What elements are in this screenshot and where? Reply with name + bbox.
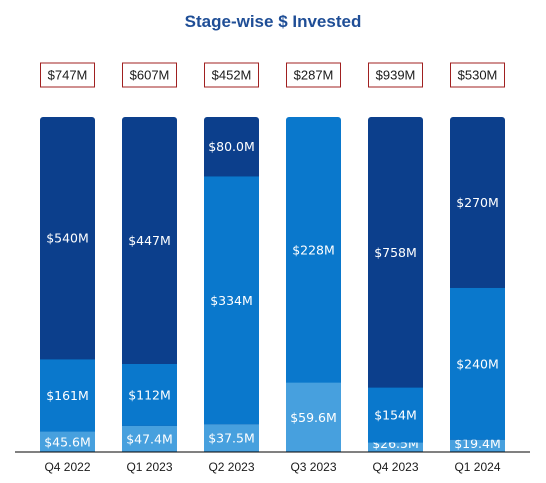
total-value-label: $452M bbox=[212, 68, 252, 83]
x-tick-label: Q1 2023 bbox=[126, 460, 172, 474]
bar-segment bbox=[368, 442, 423, 452]
x-tick-label: Q4 2022 bbox=[44, 460, 90, 474]
bar-segment bbox=[450, 439, 505, 452]
bar-segment bbox=[204, 424, 259, 452]
x-axis-ticks: Q4 2022 Q1 2023 Q2 2023 Q3 2023 Q4 2023 Q1 20… bbox=[44, 460, 500, 474]
totals-group: $747M $607M $452M $287M $939M $530M bbox=[40, 62, 505, 88]
segment-value-label: $37.5M bbox=[208, 431, 255, 446]
bar-segment bbox=[368, 120, 423, 388]
segment-value-label: $112M bbox=[128, 387, 171, 402]
x-tick-label: Q1 2024 bbox=[454, 460, 500, 474]
segment-value-label: $270M bbox=[456, 195, 499, 210]
bar-segment bbox=[40, 431, 95, 452]
bar-segment bbox=[40, 359, 95, 432]
bar-segment bbox=[122, 120, 177, 364]
bar-segment bbox=[286, 382, 341, 452]
x-tick-label: Q3 2023 bbox=[290, 460, 336, 474]
bar-segment bbox=[368, 387, 423, 443]
total-label-box bbox=[368, 62, 423, 88]
segment-value-label: $47.4M bbox=[126, 431, 173, 446]
segment-value-label: $334M bbox=[210, 293, 253, 308]
bar-segment bbox=[204, 176, 259, 425]
total-value-label: $607M bbox=[130, 68, 170, 83]
total-value-label: $939M bbox=[376, 68, 416, 83]
segment-value-label: $447M bbox=[128, 233, 171, 248]
x-tick-label: Q2 2023 bbox=[208, 460, 254, 474]
segment-value-label: $161M bbox=[46, 388, 89, 403]
bar-segment bbox=[450, 287, 505, 440]
chart-title: Stage-wise $ Invested bbox=[185, 12, 362, 31]
bar-segment bbox=[122, 425, 177, 452]
total-value-label: $530M bbox=[458, 68, 498, 83]
total-label-box bbox=[286, 62, 341, 88]
bar-segment bbox=[286, 120, 341, 383]
total-label-box bbox=[122, 62, 177, 88]
segment-value-label: $228M bbox=[292, 242, 335, 257]
bar-segment bbox=[204, 120, 259, 177]
total-label-box bbox=[450, 62, 505, 88]
segment-value-label: $80.0M bbox=[208, 139, 255, 154]
segment-value-label: $758M bbox=[374, 245, 417, 260]
total-value-label: $747M bbox=[48, 68, 88, 83]
total-label-box bbox=[204, 62, 259, 88]
segment-value-label: $45.6M bbox=[44, 434, 91, 449]
x-tick-label: Q4 2023 bbox=[372, 460, 418, 474]
segment-value-label: $240M bbox=[456, 356, 499, 371]
bar-segment bbox=[450, 120, 505, 288]
bar-segment bbox=[40, 120, 95, 360]
segment-value-label: $19.4M bbox=[454, 436, 501, 451]
total-label-box bbox=[40, 62, 95, 88]
bars-group: $45.6M $161M $540M $47.4M $112M $447M $37.5M $3… bbox=[40, 117, 505, 452]
total-value-label: $287M bbox=[294, 68, 334, 83]
segment-value-label: $59.6M bbox=[290, 410, 337, 425]
segment-value-label: $154M bbox=[374, 408, 417, 423]
segment-value-label: $540M bbox=[46, 231, 89, 246]
bar-segment bbox=[122, 363, 177, 426]
